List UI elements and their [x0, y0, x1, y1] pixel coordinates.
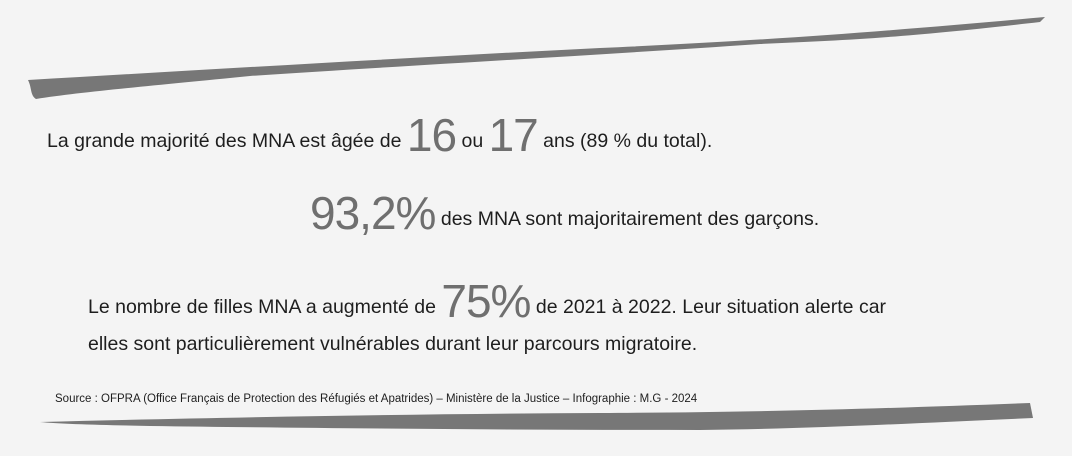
age-17: 17 — [488, 109, 539, 161]
girls-statement-cont: elles sont particulièrement vulnérables … — [88, 333, 698, 355]
girls-percent: 75% — [441, 275, 531, 327]
boys-percent: 93,2% — [310, 187, 436, 239]
age-text: La grande majorité des MNA est âgée de — [47, 130, 407, 152]
bottom-brush-stroke — [40, 403, 1033, 430]
girls-after: de 2021 à 2022. Leur situation alerte ca… — [530, 296, 887, 318]
age-statement: La grande majorité des MNA est âgée de 1… — [47, 108, 712, 162]
age-after: ans (89 % du total). — [537, 130, 713, 152]
boys-statement: 93,2% des MNA sont majoritairement des g… — [310, 186, 819, 240]
age-or: ou — [456, 130, 489, 152]
age-16: 16 — [406, 109, 457, 161]
boys-text: des MNA sont majoritairement des garçons… — [435, 208, 820, 230]
girls-statement: Le nombre de filles MNA a augmenté de 75… — [88, 274, 886, 328]
source-note: Source : OFPRA (Office Français de Prote… — [55, 393, 698, 405]
top-brush-stroke — [28, 17, 1045, 99]
girls-text: Le nombre de filles MNA a augmenté de — [88, 296, 442, 318]
